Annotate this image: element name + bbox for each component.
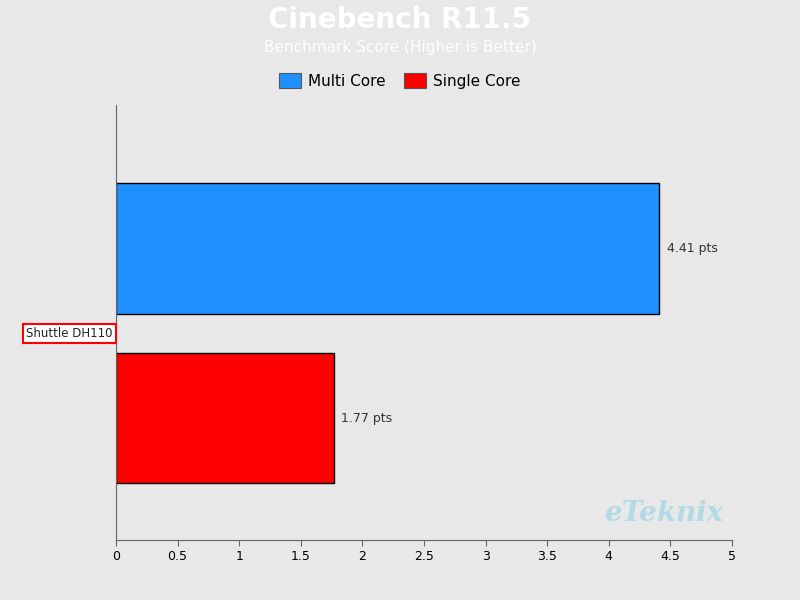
Text: eTeknix: eTeknix [604,500,722,527]
Text: Benchmark Score (Higher is Better): Benchmark Score (Higher is Better) [264,40,536,55]
Bar [116,353,334,484]
Text: 4.41 pts: 4.41 pts [666,242,718,255]
Legend: Multi Core, Single Core: Multi Core, Single Core [273,67,527,95]
Bar [116,183,659,314]
Text: 1.77 pts: 1.77 pts [342,412,393,425]
Text: Shuttle DH110: Shuttle DH110 [26,327,113,340]
Text: Cinebench R11.5: Cinebench R11.5 [269,6,531,34]
